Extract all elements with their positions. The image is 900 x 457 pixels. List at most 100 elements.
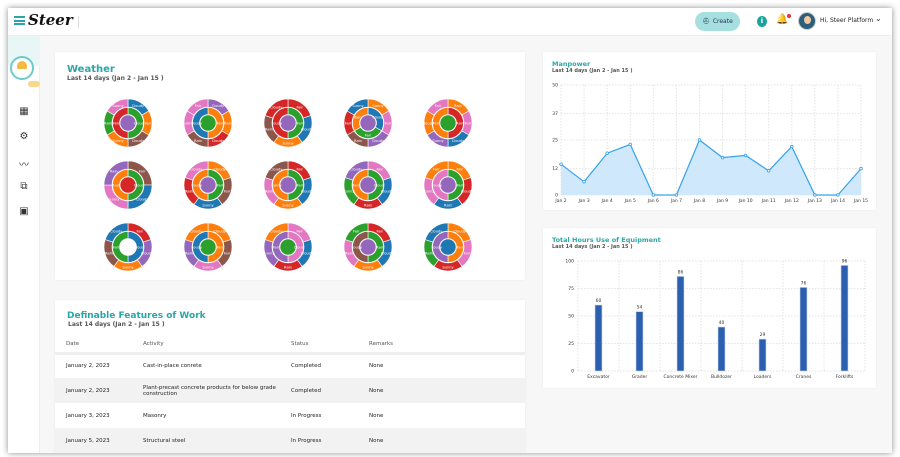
sunburst-chart: Fair Cloudy Fair Cloudy Rain Sunny Fair	[423, 160, 474, 210]
cell-date: January 5, 2023	[55, 428, 132, 453]
sunburst-label: Cloudy	[110, 229, 123, 233]
data-point	[651, 193, 656, 197]
y-tick-label: 12	[552, 166, 558, 172]
sunburst-label: Cloudy	[381, 252, 394, 256]
sunburst-label: Fair	[353, 229, 360, 233]
trend-icon[interactable]: 〰	[19, 160, 29, 171]
data-point	[813, 193, 817, 197]
data-point	[859, 166, 863, 171]
data-point	[790, 144, 794, 149]
sunburst-label: Fair	[297, 105, 304, 109]
sunburst-label: Cloudy	[461, 190, 474, 194]
sunburst-segment-outer	[344, 222, 369, 243]
sunburst-label: Sunny	[372, 104, 384, 108]
sidebar: ▦ ⚙ 〰 ⧉ ▣	[8, 36, 40, 453]
sunburst-label: Cloudy	[422, 122, 435, 126]
bar	[594, 304, 603, 372]
x-tick-label: Jan 4	[601, 198, 613, 204]
sunburst-segment-inner	[352, 169, 369, 201]
y-tick-label: 75	[568, 286, 574, 292]
equipment-subtitle: Last 14 days (Jan 2 - Jan 15 )	[552, 244, 633, 250]
sunburst-label: Sunny	[112, 139, 124, 143]
sunburst-center	[199, 238, 217, 256]
data-label: 54	[637, 305, 643, 311]
create-label: Create	[712, 18, 733, 25]
y-tick-label: 100	[565, 259, 574, 265]
sunburst-label: Fair	[353, 184, 360, 188]
manpower-chart: Jan 2 Jan 3 Jan 4 Jan 5 Jan 6 Jan 7 Jan 8 Jan 9…	[552, 83, 868, 205]
sunburst-chart: Cloudy Fair Fair Cloudy Rain Sunny Cloudy	[263, 222, 314, 272]
info-icon[interactable]: i	[757, 16, 767, 27]
x-tick-label: Jan 9	[716, 198, 728, 204]
sunburst-segment-outer	[344, 160, 369, 181]
cell-status: Completed	[291, 363, 321, 370]
x-tick-label: Cranes	[796, 374, 812, 380]
bar	[840, 265, 849, 372]
y-tick-label: 25	[568, 341, 574, 347]
top-header: Steer ⛑ Create i 🔔 Hi, Steer Platform ⌄	[8, 8, 892, 36]
table-row[interactable]: January 2, 2023 Cast-in-place conrete Comp…	[55, 353, 525, 378]
grid-icon[interactable]: ▦	[19, 106, 29, 117]
sunburst-segment-outer	[264, 160, 289, 181]
sunburst-label: Fair	[433, 122, 440, 126]
col-remarks: Remarks	[358, 336, 525, 355]
user-avatar[interactable]	[798, 12, 816, 30]
sunburst-label: Fair	[457, 167, 464, 171]
table-row[interactable]: January 5, 2023 Structural steel In Progre…	[55, 428, 525, 453]
sunburst-label: Cloudy	[294, 246, 307, 250]
data-point	[628, 142, 632, 147]
sunburst-segment-outer	[186, 98, 209, 116]
x-tick-label: Jan 11	[761, 198, 776, 204]
sunburst-label: Fair	[113, 246, 120, 250]
y-tick-label: 0	[555, 193, 558, 199]
sunburst-center	[359, 176, 377, 194]
sunburst-label: Fair	[297, 167, 304, 171]
sunburst-segment-inner	[192, 231, 209, 263]
sunburst-label: Rain	[454, 104, 462, 108]
notification-bell-icon[interactable]: 🔔	[776, 14, 792, 25]
sunburst-label: Sunny	[108, 198, 120, 202]
series-line	[560, 139, 862, 196]
profile-avatar[interactable]	[10, 56, 34, 80]
cell-activity: Cast-in-place conrete	[143, 363, 202, 370]
sunburst-center	[279, 176, 297, 194]
sunburst-label: Cloudy	[134, 246, 147, 250]
hierarchy-icon[interactable]: ⧉	[20, 181, 28, 192]
sunburst-label: Fair	[465, 122, 472, 126]
chevron-down-icon[interactable]: ⌄	[875, 14, 882, 23]
sunburst-center	[439, 114, 457, 132]
cell-date: January 3, 2023	[66, 412, 110, 419]
sunburst-center	[439, 238, 457, 256]
bar	[635, 311, 644, 372]
sunburst-label: Rain	[224, 122, 232, 126]
apps-icon[interactable]: ▣	[19, 206, 29, 217]
hamburger-menu-icon[interactable]	[14, 16, 25, 25]
globe-settings-icon[interactable]: ⚙	[19, 131, 29, 142]
sunburst-label: Rain	[112, 184, 120, 188]
cell-remarks: None	[369, 363, 384, 370]
sunburst-label: Cloudy	[134, 122, 147, 126]
sunburst-center	[359, 114, 377, 132]
sunburst-label: Cloudy	[430, 246, 443, 250]
sunburst-label: Fair	[113, 122, 120, 126]
y-tick-label: 25	[552, 138, 558, 144]
weather-card: Weather Last 14 days (Jan 2 - Jan 15 ) C…	[55, 52, 525, 280]
x-tick-label: Jan 5	[624, 198, 636, 204]
dfow-title: Definable Features of Work	[67, 311, 206, 321]
create-button[interactable]: ⛑ Create	[695, 12, 740, 31]
sunburst-label: Sunny	[263, 252, 275, 256]
data-label: 86	[678, 269, 684, 275]
sunburst-segment-inner	[112, 169, 129, 201]
sunburst-label: Fair	[297, 229, 304, 233]
sunburst-center	[439, 176, 457, 194]
user-greeting[interactable]: Hi, Steer Platform	[820, 17, 874, 24]
sunburst-label: Rain	[345, 252, 353, 256]
sunburst-label: Fair	[297, 122, 304, 126]
hardhat-icon: ⛑	[702, 18, 710, 25]
table-row[interactable]: January 3, 2023 Masonry In Progress None	[55, 403, 525, 428]
table-row[interactable]: January 2, 2023 Plant-precast concrete pr…	[55, 378, 525, 403]
sunburst-label: Cloudy	[134, 184, 147, 188]
sunburst-label: Sunny	[122, 266, 134, 270]
x-tick-label: Excavator	[587, 374, 610, 380]
